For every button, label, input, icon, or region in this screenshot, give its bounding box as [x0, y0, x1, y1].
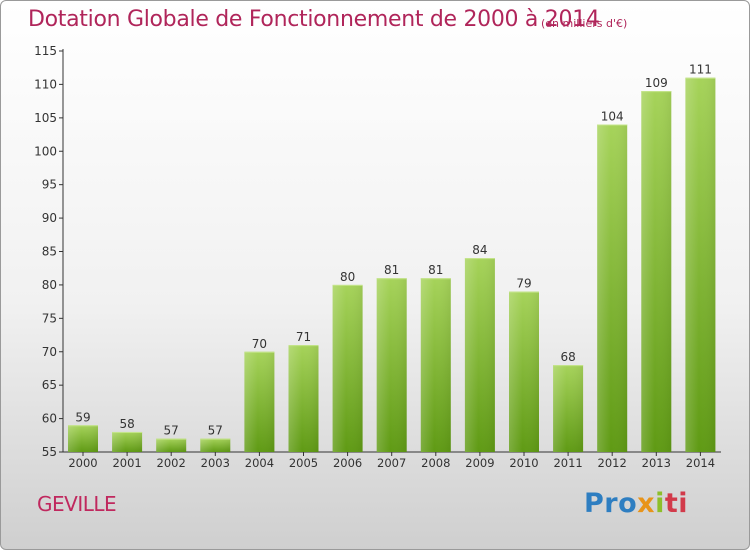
bar-shine [200, 438, 231, 452]
y-tick-label: 115 [34, 44, 57, 58]
bar-shine [112, 431, 143, 452]
bar-shine [244, 351, 275, 452]
bar-shine [509, 291, 539, 452]
y-tick-label: 65 [42, 378, 57, 392]
logo-part-ti: ti [664, 488, 689, 519]
x-tick-label: 2011 [553, 456, 582, 470]
bar-shine [376, 278, 407, 452]
value-label: 59 [75, 410, 90, 424]
value-label: 57 [208, 424, 223, 438]
x-tick-label: 2012 [598, 456, 627, 470]
axes: 55 60 65 70 75 80 85 90 95 100 105 110 115 2000 2001 20… [34, 44, 721, 470]
x-tick-label: 2010 [509, 456, 538, 470]
value-label: 80 [340, 270, 355, 284]
bar-shine [464, 258, 495, 452]
value-label: 111 [689, 63, 712, 77]
value-label: 81 [384, 263, 399, 277]
bar-shine [420, 278, 451, 452]
bars [68, 77, 716, 453]
x-tick-label: 2014 [686, 456, 715, 470]
bar-shine [332, 284, 363, 452]
x-tick-label: 2006 [333, 456, 362, 470]
y-tick-label: 100 [34, 144, 57, 158]
bar-shine [68, 425, 98, 452]
y-tick-label: 95 [42, 178, 57, 192]
y-tick-label: 105 [34, 111, 57, 125]
value-label: 68 [560, 350, 575, 364]
x-tick-label: 2009 [465, 456, 494, 470]
x-tick-label: 2013 [642, 456, 671, 470]
x-tick-label: 2007 [377, 456, 406, 470]
value-label: 104 [601, 110, 624, 124]
value-label: 84 [472, 243, 487, 257]
y-tick-label: 80 [42, 278, 57, 292]
x-tick-label: 2001 [112, 456, 141, 470]
y-tick-label: 70 [42, 345, 57, 359]
value-label: 70 [252, 337, 267, 351]
bar-shine [288, 345, 319, 452]
y-tick-label: 55 [42, 445, 57, 459]
logo-part-i: i [655, 488, 665, 519]
value-label: 58 [119, 417, 134, 431]
x-tick-label: 2004 [245, 456, 274, 470]
bar-shine [597, 124, 628, 453]
logo-part-pro: Pro [584, 488, 638, 519]
y-tick-label: 90 [42, 211, 57, 225]
chart-unit-note: (en milliers d'€) [541, 17, 628, 30]
chart-title: Dotation Globale de Fonctionnement de 20… [28, 7, 600, 32]
value-label: 81 [428, 263, 443, 277]
x-tick-label: 2002 [157, 456, 186, 470]
y-tick-label: 60 [42, 412, 57, 426]
value-label: 71 [296, 330, 311, 344]
x-tick-label: 2003 [201, 456, 230, 470]
y-tick-label: 85 [42, 245, 57, 259]
logo-part-x: x [637, 488, 656, 519]
bar-shine [156, 438, 187, 452]
x-tick-label: 2005 [289, 456, 318, 470]
y-tick-label: 110 [34, 77, 57, 91]
place-name: GEVILLE [37, 492, 117, 516]
x-tick-label: 2008 [421, 456, 450, 470]
x-tick-label: 2000 [68, 456, 97, 470]
bar-shine [685, 77, 716, 452]
bar-shine [553, 365, 584, 452]
value-labels: 59 58 57 57 70 71 80 81 81 84 79 68 104 109 111 [75, 63, 711, 438]
proxiti-logo: Proxiti [584, 488, 688, 519]
y-tick-label: 75 [42, 311, 57, 325]
value-label: 57 [164, 424, 179, 438]
value-label: 79 [516, 277, 531, 291]
bar-shine [641, 91, 672, 452]
value-label: 109 [645, 76, 668, 90]
